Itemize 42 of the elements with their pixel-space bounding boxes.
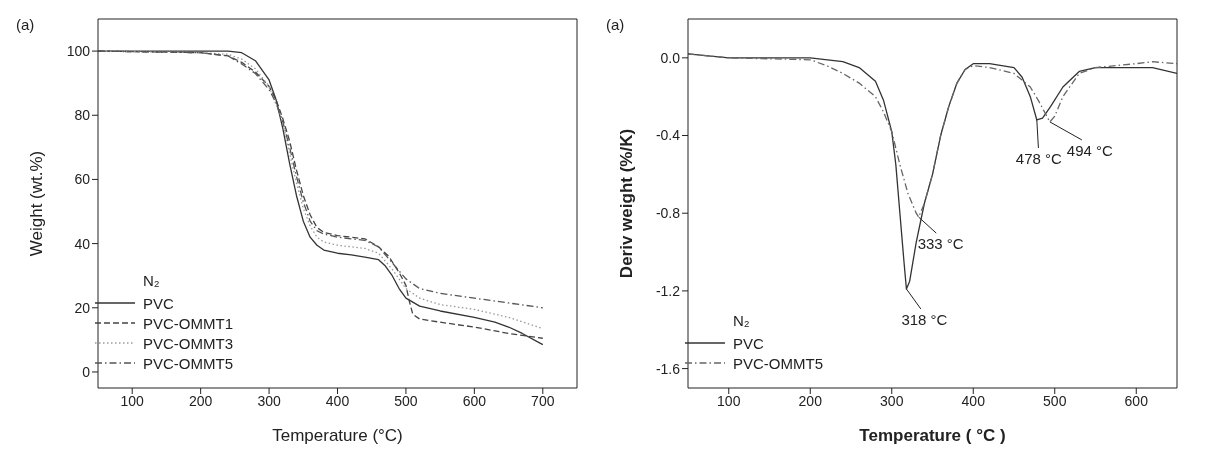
y-tick-label: -1.6 (655, 360, 681, 377)
legend-label: PVC-OMMT1 (143, 314, 233, 332)
legend-label: PVC (143, 294, 174, 312)
x-tick-label: 300 (257, 392, 281, 409)
legend-label: PVC-OMMT3 (143, 334, 233, 352)
y-tick-label: 60 (74, 171, 91, 188)
legend-title: N₂ (143, 272, 161, 289)
chart-title: (a) (606, 16, 625, 33)
y-tick-label: -0.4 (655, 127, 681, 144)
x-axis-title: Temperature ( °C ) (859, 426, 1006, 445)
annotation: 478 °C (1015, 149, 1062, 167)
y-tick-label: -0.8 (655, 205, 681, 222)
x-tick-label: 500 (1043, 392, 1067, 409)
x-tick-label: 400 (325, 392, 350, 409)
legend-label: PVC-OMMT5 (733, 354, 823, 372)
x-tick-label: 100 (120, 392, 145, 409)
x-tick-label: 100 (717, 392, 741, 409)
x-tick-label: 200 (188, 392, 213, 409)
y-axis-title: Weight (wt.%) (27, 150, 47, 257)
annotation: 494 °C (1066, 141, 1114, 159)
annotation: 318 °C (901, 310, 948, 328)
y-tick-label: 20 (74, 299, 91, 316)
x-tick-label: 600 (1124, 392, 1149, 409)
x-tick-label: 300 (880, 392, 904, 409)
y-tick-label: 0 (82, 363, 91, 380)
y-tick-label: 80 (74, 107, 91, 124)
annotation: 333 °C (917, 235, 964, 253)
y-tick-label: 0.0 (660, 49, 681, 66)
y-tick-label: 100 (66, 43, 91, 60)
chart-title: (a) (16, 16, 35, 33)
y-tick-label: 40 (74, 235, 91, 252)
x-axis-title: Temperature (°C) (272, 426, 403, 445)
x-tick-label: 600 (462, 392, 487, 409)
x-tick-label: 700 (531, 392, 555, 409)
y-axis-title: Deriv weight (%/K) (617, 128, 637, 279)
x-tick-label: 400 (961, 392, 986, 409)
legend-title: N₂ (733, 312, 751, 329)
legend-label: PVC (733, 334, 764, 352)
x-tick-label: 500 (394, 392, 418, 409)
legend-label: PVC-OMMT5 (143, 354, 233, 372)
y-tick-label: -1.2 (655, 282, 681, 299)
x-tick-label: 200 (798, 392, 823, 409)
